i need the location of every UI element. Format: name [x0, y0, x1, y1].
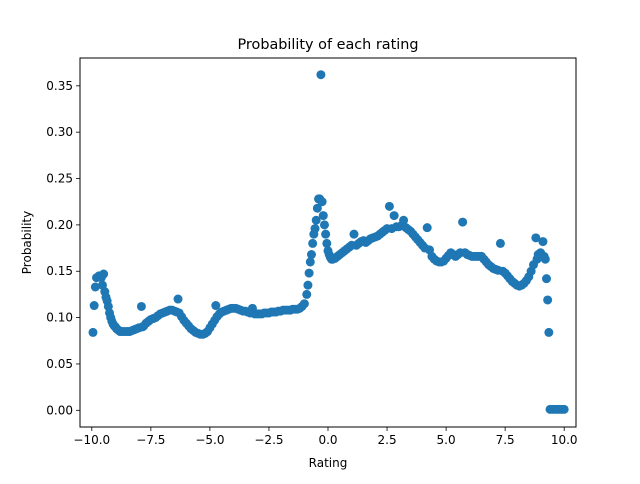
chart-title: Probability of each rating — [238, 37, 419, 53]
data-point — [310, 224, 320, 234]
data-point — [308, 238, 318, 248]
data-point — [89, 301, 99, 311]
y-tick-label: 0.30 — [46, 125, 73, 139]
data-point — [399, 215, 409, 225]
data-point — [303, 280, 313, 290]
x-tick-label: 5.0 — [437, 433, 456, 447]
data-point — [458, 217, 468, 227]
data-point — [384, 201, 394, 211]
data-point — [88, 327, 98, 337]
y-tick-label: 0.05 — [46, 357, 73, 371]
data-point — [311, 215, 321, 225]
y-tick-label: 0.20 — [46, 218, 73, 232]
data-point — [299, 299, 309, 309]
y-tick-label: 0.10 — [46, 311, 73, 325]
x-tick-label: 0.0 — [318, 433, 337, 447]
data-point — [316, 70, 326, 80]
y-tick-label: 0.25 — [46, 172, 73, 186]
data-point — [322, 238, 332, 248]
data-point — [540, 254, 550, 264]
data-point — [317, 197, 327, 207]
data-points — [88, 70, 569, 414]
x-tick-label: −2.5 — [254, 433, 283, 447]
data-point — [559, 404, 569, 414]
x-tick-label: 7.5 — [496, 433, 515, 447]
x-axis-label: Rating — [309, 456, 348, 470]
y-tick-label: 0.15 — [46, 264, 73, 278]
data-point — [538, 237, 548, 247]
data-point — [319, 220, 329, 230]
data-point — [349, 229, 359, 239]
data-point — [422, 223, 432, 233]
data-point — [531, 233, 541, 243]
y-axis-label: Probability — [20, 211, 34, 274]
y-axis-ticks: 0.00 0.05 0.10 0.15 0.20 0.25 0.30 0.35 — [46, 79, 80, 417]
data-point — [211, 301, 221, 311]
data-point — [495, 238, 505, 248]
data-point — [312, 203, 322, 213]
y-tick-label: 0.35 — [46, 79, 73, 93]
y-tick-label: 0.00 — [46, 403, 73, 417]
data-point — [302, 289, 312, 299]
data-point — [306, 250, 316, 260]
x-tick-label: −5.0 — [195, 433, 224, 447]
data-point — [173, 294, 183, 304]
data-point — [90, 282, 100, 292]
data-point — [99, 269, 109, 279]
data-point — [541, 274, 551, 284]
x-axis-ticks: −10.0 −7.5 −5.0 −2.5 0.0 2.5 5.0 7.5 10.0 — [73, 427, 578, 447]
x-tick-label: 2.5 — [378, 433, 397, 447]
data-point — [318, 211, 328, 221]
data-point — [136, 301, 146, 311]
x-tick-label: −7.5 — [136, 433, 165, 447]
data-point — [321, 229, 331, 239]
data-point — [389, 211, 399, 221]
data-point — [305, 257, 315, 267]
data-point — [544, 327, 554, 337]
x-tick-label: 10.0 — [551, 433, 578, 447]
data-point — [543, 295, 553, 305]
data-point — [304, 268, 314, 278]
x-tick-label: −10.0 — [73, 433, 110, 447]
